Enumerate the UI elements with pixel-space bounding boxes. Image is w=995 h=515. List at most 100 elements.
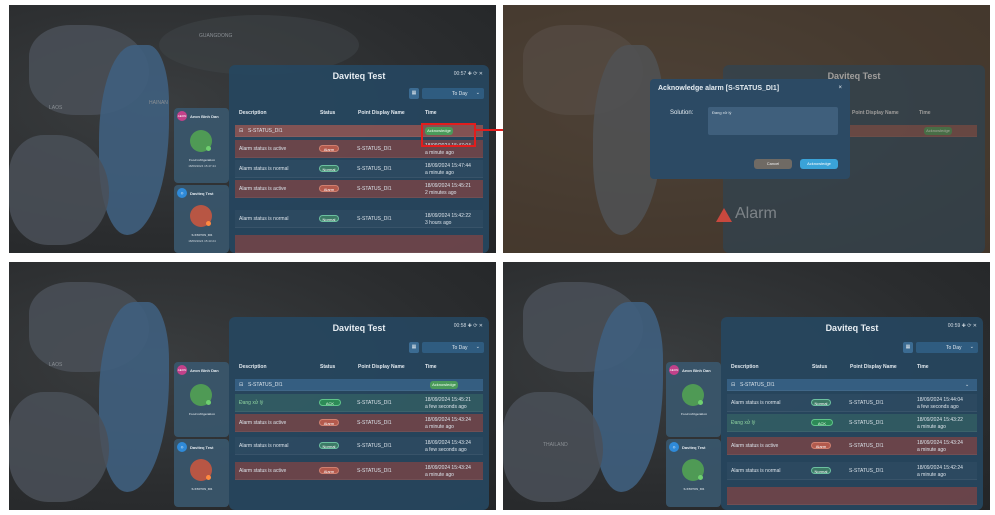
gauge-icon bbox=[682, 459, 704, 481]
col-time: Time bbox=[425, 110, 437, 116]
window-toolbar[interactable]: 00:59 ✚ ⟳ ✕ bbox=[947, 323, 977, 329]
table-row[interactable]: Alarm status is active Alarm S-STATUS_DI… bbox=[235, 462, 483, 480]
window-title: Daviteq Test bbox=[332, 323, 386, 333]
site-card[interactable]: ◎ Daviteq Test S-STATUS_DI1 18/09/2024 1… bbox=[174, 185, 229, 253]
site-card[interactable]: ◎ Daviteq Test S-STATUS_DI1 bbox=[174, 439, 229, 507]
acknowledge-button[interactable]: Acknowledge bbox=[425, 127, 453, 135]
status-badge: Alarm bbox=[319, 145, 339, 152]
window-title: Daviteq Test bbox=[825, 323, 879, 333]
table-row[interactable]: Alarm status is normal Normal S-STATUS_D… bbox=[235, 210, 483, 228]
map-land bbox=[503, 392, 603, 502]
map-label: GUANGDONG bbox=[199, 33, 233, 39]
alarm-watermark: Alarm bbox=[735, 205, 777, 222]
table-row[interactable]: Đang xử lý ACK S-STATUS_DI1 18/09/2024 1… bbox=[727, 414, 977, 432]
table-row[interactable]: Alarm status is active Alarm S-STATUS_DI… bbox=[235, 414, 483, 432]
table-header: Point Display Name Time bbox=[852, 110, 931, 116]
chevron-down-icon[interactable]: ⌄ bbox=[965, 382, 970, 388]
calendar-icon[interactable]: ▦ bbox=[409, 342, 419, 353]
status-badge: Normal bbox=[319, 442, 339, 449]
cancel-button[interactable]: Cancel bbox=[754, 159, 792, 169]
table-header: Description Status Point Display Name Ti… bbox=[239, 364, 437, 370]
alarm-window: Daviteq Test 00:57 ✚ ⟳ ✕ ▦ To Day ⌄ Desc… bbox=[229, 65, 489, 253]
table-row[interactable]: Alarm status is normal Normal S-STATUS_D… bbox=[235, 160, 483, 178]
screenshot-panel-3: LAOS AEON Aeon Binh Dan Food refrigerati… bbox=[9, 262, 496, 510]
table-row[interactable]: Alarm status is normal Normal S-STATUS_D… bbox=[727, 394, 977, 412]
chevron-down-icon: ⌄ bbox=[969, 344, 974, 350]
solution-label: Solution: bbox=[670, 110, 694, 116]
status-badge: Normal bbox=[811, 399, 831, 406]
site-card[interactable]: AEON Aeon Binh Dan Food refrigeration bbox=[666, 362, 721, 437]
avatar: ◎ bbox=[177, 442, 187, 452]
highlight-box bbox=[421, 123, 476, 147]
window-toolbar[interactable]: 00:58 ✚ ⟳ ✕ bbox=[453, 323, 483, 329]
table-row[interactable] bbox=[235, 235, 483, 253]
site-caption: Food refrigeration bbox=[189, 158, 215, 162]
avatar: ◎ bbox=[669, 442, 679, 452]
collapse-icon[interactable]: ⊟ bbox=[239, 382, 244, 388]
collapse-icon[interactable]: ⊟ bbox=[731, 382, 736, 388]
gauge-icon bbox=[190, 130, 212, 152]
status-badge: Alarm bbox=[319, 185, 339, 192]
site-caption: Food refrigeration bbox=[189, 412, 215, 416]
gauge-icon bbox=[190, 459, 212, 481]
col-point: Point Display Name bbox=[358, 110, 405, 116]
site-subcaption: 18/09/2024 15:43:24 bbox=[188, 239, 216, 243]
group-row[interactable]: ⊟ S-STATUS_DI1 Acknowledge bbox=[235, 379, 483, 391]
avatar: AEON bbox=[669, 365, 679, 375]
site-subcaption: 18/09/2024 15:47:44 bbox=[188, 164, 216, 168]
close-icon[interactable]: × bbox=[838, 85, 842, 91]
window-toolbar[interactable]: 00:57 ✚ ⟳ ✕ bbox=[453, 71, 483, 77]
table-header: Description Status Point Display Name Ti… bbox=[237, 107, 483, 119]
gauge-icon bbox=[190, 384, 212, 406]
site-caption: S-STATUS_DI1 bbox=[191, 233, 213, 237]
status-badge: Normal bbox=[811, 467, 831, 474]
window-title: Daviteq Test bbox=[827, 71, 881, 81]
warning-icon bbox=[716, 208, 732, 222]
avatar: AEON bbox=[177, 111, 187, 121]
site-card[interactable]: ◎ Daviteq Test S-STATUS_DI1 bbox=[666, 439, 721, 507]
status-badge: Alarm bbox=[319, 467, 339, 474]
solution-input[interactable]: Đang xử lý bbox=[708, 107, 838, 135]
acknowledge-dialog: Acknowledge alarm [S-STATUS_DI1] × Solut… bbox=[650, 79, 850, 179]
map-label: HAINAN bbox=[149, 100, 168, 106]
site-name: Aeon Binh Dan bbox=[190, 368, 219, 373]
acknowledge-confirm-button[interactable]: Acknowledge bbox=[800, 159, 838, 169]
status-badge: Alarm bbox=[319, 419, 339, 426]
table-header: Description Status Point Display Name Ti… bbox=[731, 364, 929, 370]
screenshot-panel-1: LAOS GUANGDONG HAINAN AEON Aeon Binh Dan… bbox=[9, 5, 496, 253]
map-label: LAOS bbox=[49, 105, 63, 111]
date-range-select[interactable]: ▦ To Day ⌄ bbox=[409, 342, 484, 353]
table-row[interactable]: Alarm status is normal Normal S-STATUS_D… bbox=[727, 462, 977, 480]
acknowledge-button: Acknowledge bbox=[924, 127, 952, 135]
collapse-icon[interactable]: ⊟ bbox=[239, 128, 244, 134]
status-badge: Normal bbox=[319, 215, 339, 222]
calendar-icon[interactable]: ▦ bbox=[903, 342, 913, 353]
avatar: ◎ bbox=[177, 188, 187, 198]
screenshot-panel-4: THAILAND AEON Aeon Binh Dan Food refrige… bbox=[503, 262, 990, 510]
date-range-select[interactable]: ▦ To Day ⌄ bbox=[409, 88, 484, 99]
table-row[interactable] bbox=[727, 487, 977, 505]
window-title: Daviteq Test bbox=[332, 71, 386, 81]
col-description: Description bbox=[239, 110, 267, 116]
status-badge: ACK bbox=[811, 419, 833, 426]
map-label: LAOS bbox=[49, 362, 63, 368]
table-row[interactable]: Alarm status is active Alarm S-STATUS_DI… bbox=[727, 437, 977, 455]
chevron-down-icon: ⌄ bbox=[475, 90, 480, 96]
site-card[interactable]: AEON Aeon Binh Dan Food refrigeration 18… bbox=[174, 108, 229, 183]
table-row[interactable]: Đang xử lý ACK S-STATUS_DI1 18/09/2024 1… bbox=[235, 394, 483, 412]
site-card[interactable]: AEON Aeon Binh Dan Food refrigeration bbox=[174, 362, 229, 437]
group-row[interactable]: ⊟ S-STATUS_DI1 ⌄ bbox=[727, 379, 977, 391]
table-row[interactable]: Alarm status is normal Normal S-STATUS_D… bbox=[235, 437, 483, 455]
status-badge: ACK bbox=[319, 399, 341, 406]
acknowledge-button[interactable]: Acknowledge bbox=[430, 381, 458, 389]
site-caption: S-STATUS_DI1 bbox=[683, 487, 705, 491]
site-name: Aeon Binh Dan bbox=[190, 114, 219, 119]
site-name: Daviteq Test bbox=[190, 191, 214, 196]
table-row[interactable]: Alarm status is active Alarm S-STATUS_DI… bbox=[235, 180, 483, 198]
alarm-window: Daviteq Test 00:59 ✚ ⟳ ✕ ▦ To Day ⌄ Desc… bbox=[721, 317, 983, 510]
map-land bbox=[9, 135, 109, 245]
date-range-select[interactable]: ▦ To Day ⌄ bbox=[903, 342, 978, 353]
map-label: THAILAND bbox=[543, 442, 568, 448]
site-name: Daviteq Test bbox=[682, 445, 706, 450]
calendar-icon[interactable]: ▦ bbox=[409, 88, 419, 99]
